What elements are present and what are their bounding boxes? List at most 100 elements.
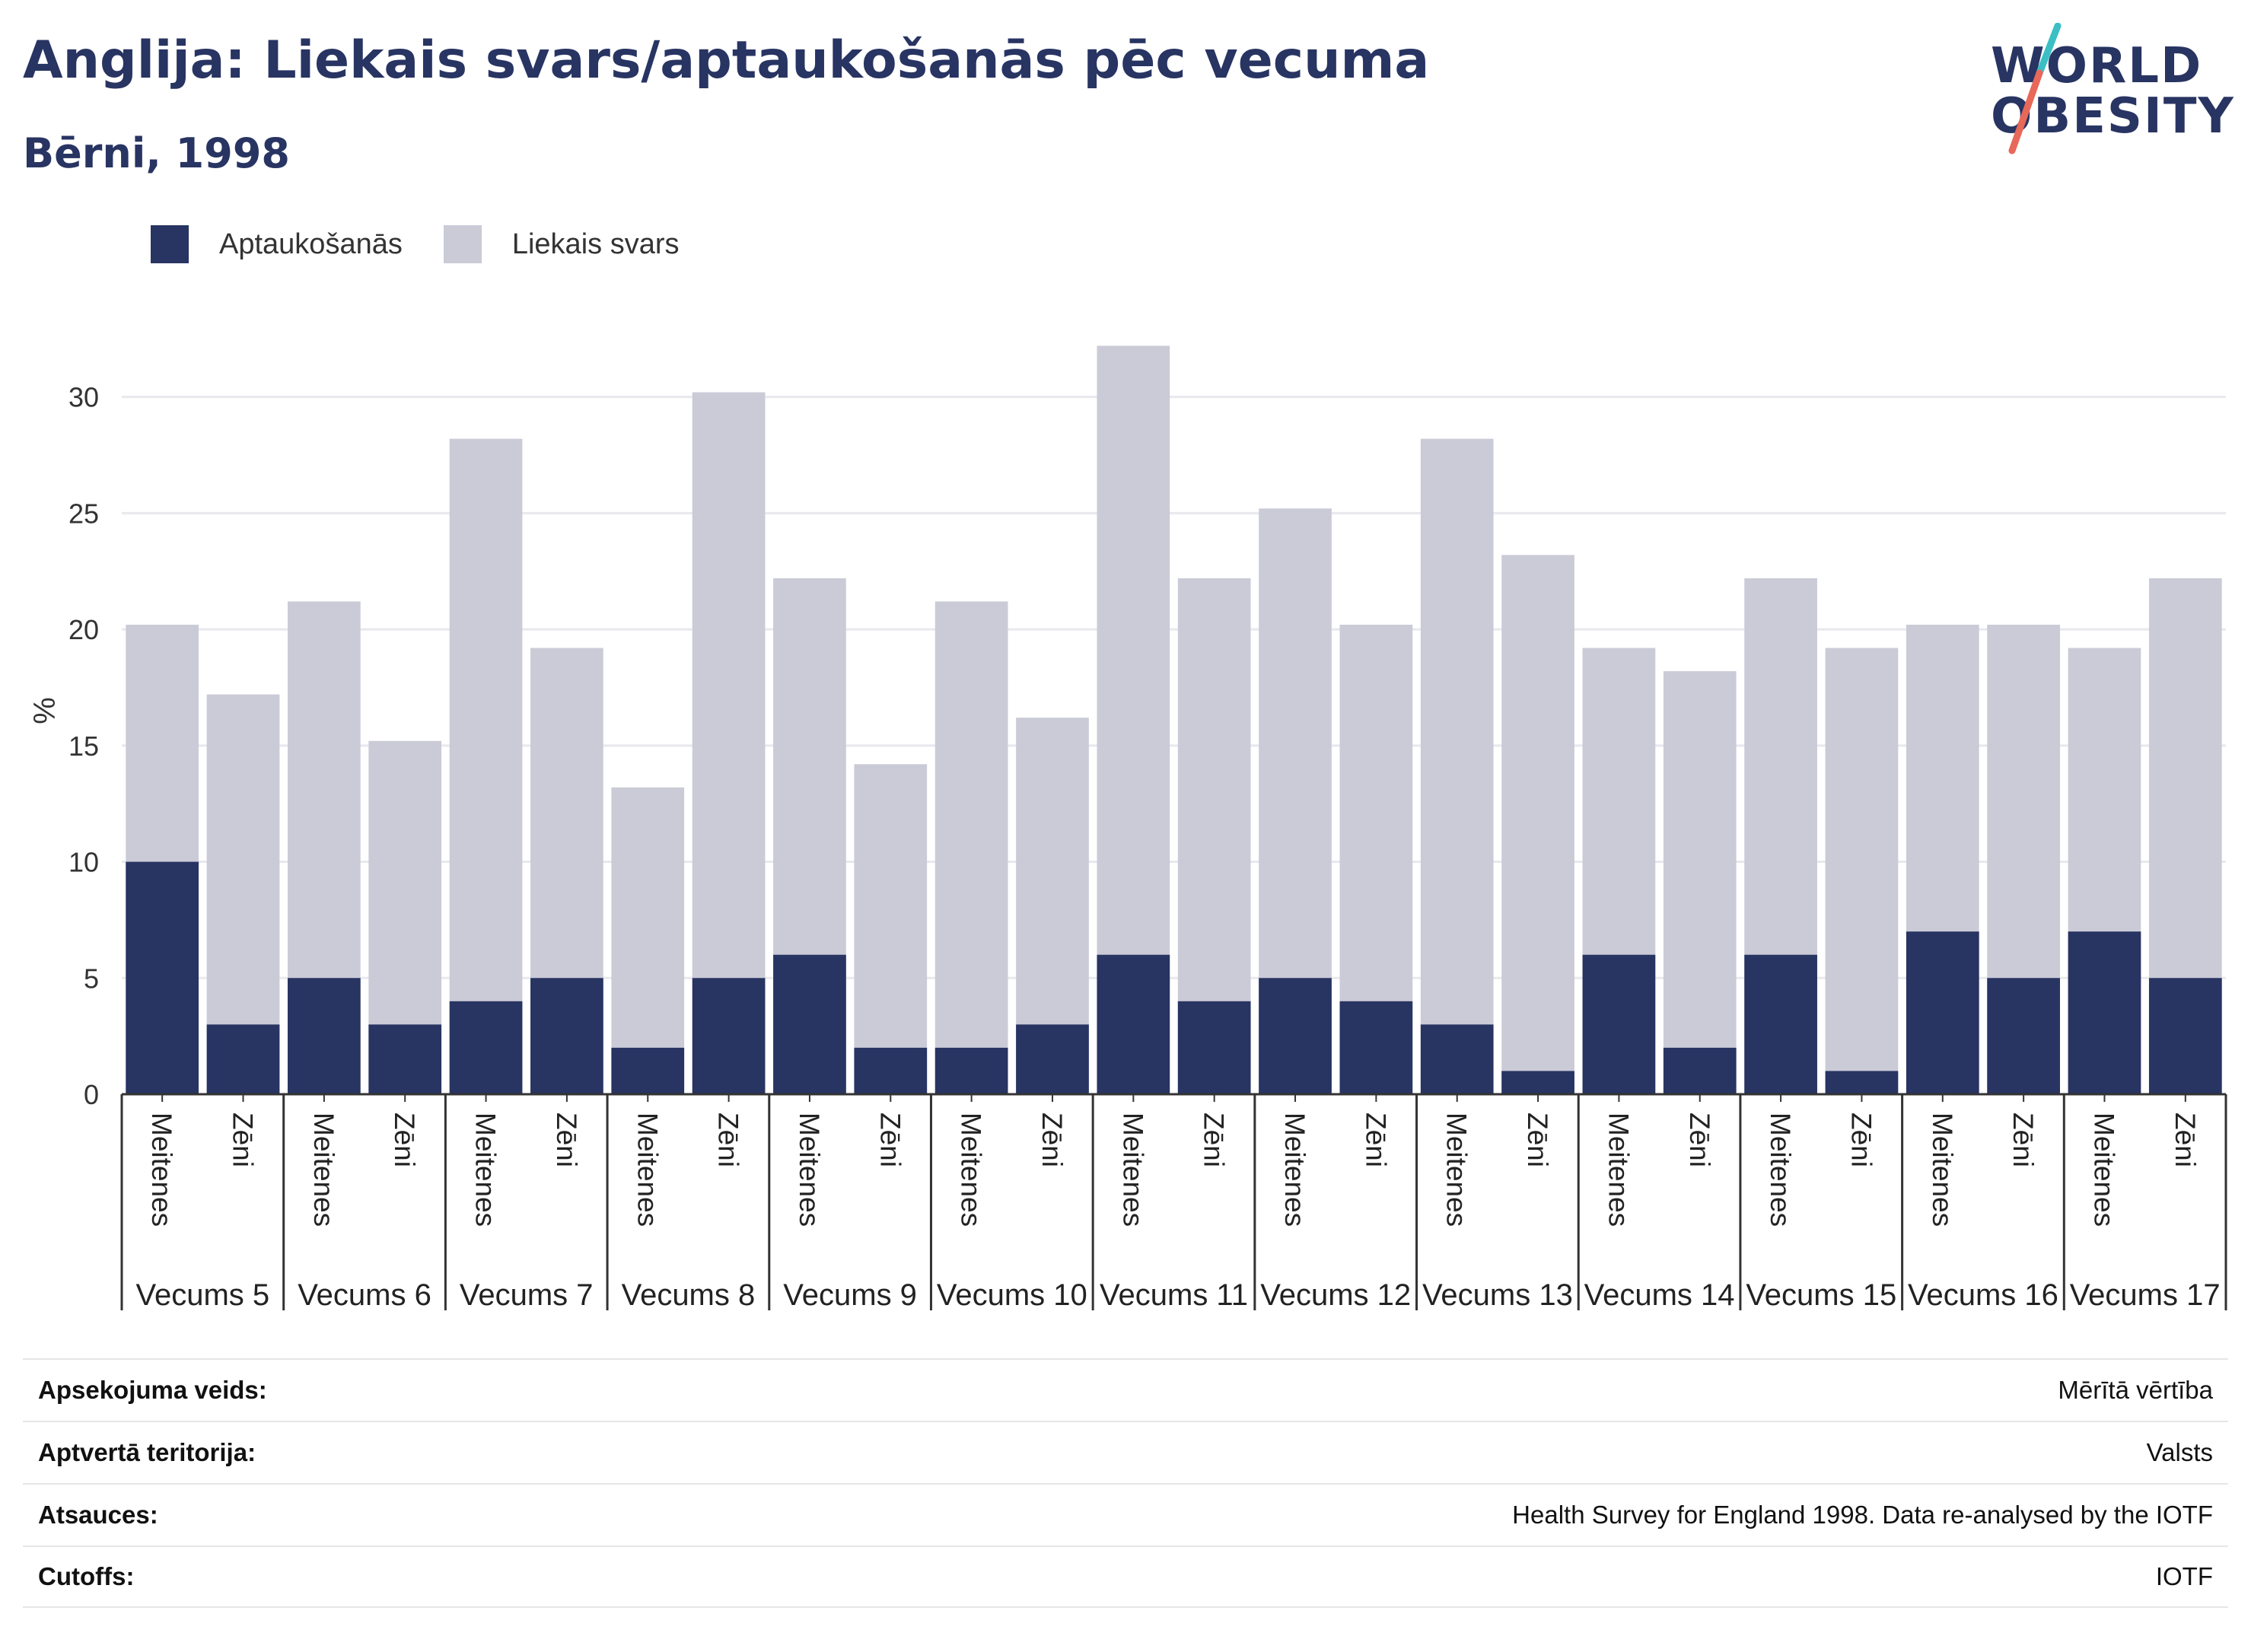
info-row: Cutoffs: IOTF <box>23 1545 2228 1608</box>
bar-obesity <box>1744 954 1817 1094</box>
bar-obesity <box>854 1047 928 1094</box>
x-group-label: Vecums 12 <box>1260 1278 1411 1312</box>
bar-obesity <box>934 1047 1008 1094</box>
bar-overweight <box>692 392 766 1094</box>
x-tick-label: Meitenes <box>1603 1112 1634 1227</box>
x-tick-label: Meitenes <box>1279 1112 1310 1227</box>
info-value-cutoffs: IOTF <box>2155 1562 2213 1590</box>
bar-obesity <box>1582 954 1656 1094</box>
bar-obesity <box>611 1047 685 1094</box>
chart-subtitle: Bērni, 1998 <box>23 129 290 177</box>
info-label-cutoffs: Cutoffs: <box>38 1562 135 1590</box>
bar-obesity <box>2148 978 2222 1094</box>
x-tick-label: Meitenes <box>1441 1112 1473 1227</box>
x-tick-label: Zēni <box>1845 1112 1877 1167</box>
x-tick-label: Zēni <box>1199 1112 1230 1167</box>
info-label-survey-type: Apsekojuma veids: <box>38 1376 267 1404</box>
x-group-label: Vecums 10 <box>937 1278 1087 1312</box>
bar-obesity <box>1259 978 1332 1094</box>
legend-item-obesity: Aptaukošanās <box>151 225 403 263</box>
bar-overweight <box>1663 671 1737 1094</box>
legend-label-overweight: Liekais svars <box>511 228 680 260</box>
bar-obesity <box>1825 1071 1899 1094</box>
x-tick-label: Meitenes <box>146 1112 177 1227</box>
y-tick-label: 20 <box>68 614 99 645</box>
x-tick-label: Meitenes <box>956 1112 987 1227</box>
info-value-survey-type: Mērītā vērtība <box>2058 1376 2213 1404</box>
legend-swatch-overweight <box>443 225 482 263</box>
y-tick-label: 5 <box>84 963 99 994</box>
info-row: Apsekojuma veids: Mērītā vērtība <box>23 1358 2228 1421</box>
y-tick-label: 25 <box>68 498 99 529</box>
bar-obesity <box>692 978 766 1094</box>
x-tick-label: Meitenes <box>1117 1112 1148 1227</box>
chart-title: Anglija: Liekais svars/aptaukošanās pēc … <box>23 30 1430 91</box>
info-row: Atsauces: Health Survey for England 1998… <box>23 1483 2228 1545</box>
x-tick-label: Zēni <box>1522 1112 1553 1167</box>
bar-obesity <box>2068 931 2141 1094</box>
x-group-label: Vecums 13 <box>1422 1278 1573 1312</box>
x-tick-label: Zēni <box>551 1112 582 1167</box>
legend-swatch-obesity <box>151 225 189 263</box>
bar-obesity <box>1177 1001 1251 1094</box>
x-group-label: Vecums 11 <box>1100 1278 1248 1312</box>
x-tick-label: Zēni <box>389 1112 420 1167</box>
bar-obesity <box>206 1024 280 1094</box>
bar-obesity <box>126 861 199 1094</box>
x-tick-label: Zēni <box>1360 1112 1391 1167</box>
x-tick-label: Zēni <box>2007 1112 2039 1167</box>
legend-item-overweight: Liekais svars <box>443 225 680 263</box>
x-tick-label: Zēni <box>713 1112 744 1167</box>
bar-obesity <box>530 978 603 1094</box>
x-tick-label: Meitenes <box>2088 1112 2119 1227</box>
x-tick-label: Zēni <box>1036 1112 1068 1167</box>
info-label-references: Atsauces: <box>38 1501 158 1529</box>
bar-overweight <box>449 438 523 1094</box>
bar-obesity <box>1906 931 1979 1094</box>
y-tick-label: 30 <box>68 382 99 413</box>
x-tick-label: Zēni <box>228 1112 259 1167</box>
info-value-references: Health Survey for England 1998. Data re-… <box>1512 1501 2213 1529</box>
x-tick-label: Meitenes <box>1927 1112 1958 1227</box>
x-tick-label: Meitenes <box>794 1112 825 1227</box>
bar-obesity <box>449 1001 523 1094</box>
bar-obesity <box>1016 1024 1089 1094</box>
info-value-coverage: Valsts <box>2146 1438 2213 1466</box>
x-tick-label: Zēni <box>874 1112 906 1167</box>
bar-overweight <box>1825 648 1899 1094</box>
chart-legend: Aptaukošanās Liekais svars <box>151 225 720 263</box>
bar-obesity <box>773 954 846 1094</box>
x-tick-label: Zēni <box>2170 1112 2201 1167</box>
x-tick-label: Meitenes <box>308 1112 339 1227</box>
x-group-label: Vecums 15 <box>1746 1278 1896 1312</box>
info-label-coverage: Aptvertā teritorija: <box>38 1438 256 1466</box>
info-row: Aptvertā teritorija: Valsts <box>23 1421 2228 1483</box>
logo-slash-icon <box>2008 23 2062 154</box>
x-group-label: Vecums 6 <box>298 1278 431 1312</box>
x-tick-label: Meitenes <box>470 1112 501 1227</box>
bar-obesity <box>1420 1024 1494 1094</box>
x-group-label: Vecums 14 <box>1584 1278 1735 1312</box>
logo-line-1: WORLD <box>1991 38 2203 94</box>
x-group-label: Vecums 17 <box>2070 1278 2221 1312</box>
bar-overweight <box>611 787 685 1094</box>
bar-overweight <box>1420 438 1494 1094</box>
x-group-label: Vecums 7 <box>460 1278 594 1312</box>
bar-obesity <box>1097 954 1170 1094</box>
x-tick-label: Zēni <box>1684 1112 1715 1167</box>
x-group-label: Vecums 9 <box>783 1278 917 1312</box>
bar-obesity <box>1987 978 2060 1094</box>
x-group-label: Vecums 16 <box>1908 1278 2058 1312</box>
bar-obesity <box>1663 1047 1737 1094</box>
y-tick-label: 10 <box>68 847 99 878</box>
bar-obesity <box>288 978 361 1094</box>
bar-obesity <box>1339 1001 1413 1094</box>
x-tick-label: Meitenes <box>632 1112 663 1227</box>
bar-chart: 0 5 10 15 20 25 30% Vecums 5 Vecums 6 Vecums 7 Vec… <box>28 345 2227 1312</box>
bar-overweight <box>854 764 928 1094</box>
x-group-label: Vecums 5 <box>136 1278 270 1312</box>
bar-obesity <box>1501 1071 1574 1094</box>
legend-label-obesity: Aptaukošanās <box>219 228 403 260</box>
info-table: Apsekojuma veids: Mērītā vērtība Aptvert… <box>23 1358 2228 1608</box>
bar-overweight <box>934 601 1008 1094</box>
